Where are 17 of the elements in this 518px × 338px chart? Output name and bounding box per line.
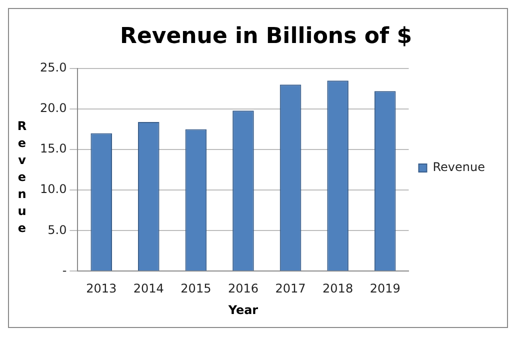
x-tick-label: 2015 bbox=[180, 282, 212, 296]
y-tick-label: 15.0 bbox=[40, 142, 67, 156]
x-tick-label: 2019 bbox=[370, 282, 400, 296]
y-tick-label: 10.0 bbox=[40, 182, 67, 196]
y-tick-label: 25.0 bbox=[40, 60, 67, 75]
x-tick-label: 2017 bbox=[275, 282, 306, 296]
x-tick-label: 2018 bbox=[322, 282, 354, 296]
chart-title: Revenue in Billions of $ bbox=[120, 24, 412, 49]
y-tick-label: 5.0 bbox=[48, 222, 67, 237]
x-axis-title: Year bbox=[227, 302, 258, 317]
x-tick-label: 2013 bbox=[86, 282, 117, 296]
y-tick-label: 20.0 bbox=[40, 101, 67, 116]
x-tick-label: 2016 bbox=[228, 282, 259, 296]
x-tick-label: 2014 bbox=[133, 282, 164, 296]
y-axis-title: Revenue bbox=[15, 118, 30, 238]
y-tick-label: - bbox=[62, 263, 67, 278]
legend-label: Revenue bbox=[432, 160, 486, 174]
